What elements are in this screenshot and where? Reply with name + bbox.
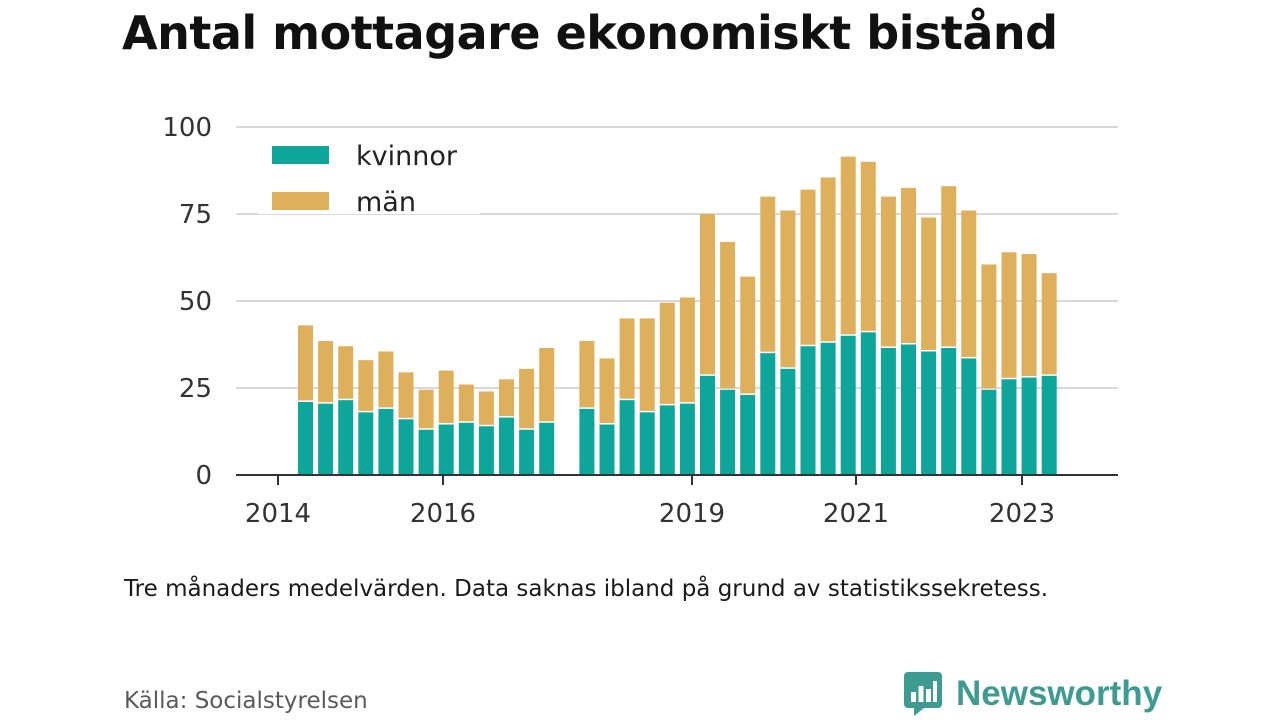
bar-kvinnor (700, 375, 715, 475)
bar-man (840, 156, 856, 335)
bar-man (901, 187, 916, 343)
bar-kvinnor (318, 403, 334, 475)
bar-kvinnor (599, 424, 615, 475)
x-tick-label: 2016 (410, 499, 476, 529)
bar-kvinnor (438, 424, 454, 475)
bar-man (499, 379, 514, 417)
bar-man (860, 161, 876, 331)
bar-man (338, 346, 354, 399)
bar-kvinnor (398, 419, 414, 475)
bar-man (780, 210, 796, 368)
bar-kvinnor (478, 426, 494, 475)
bar-kvinnor (418, 429, 434, 475)
bar-kvinnor (1021, 377, 1037, 475)
bar-kvinnor (880, 347, 896, 475)
legend-label: kvinnor (356, 141, 458, 172)
bar-kvinnor (619, 400, 635, 475)
bar-man (519, 368, 535, 429)
bar-man (740, 276, 756, 394)
bar-kvinnor (840, 335, 856, 475)
bar-man (539, 347, 555, 422)
bar-kvinnor (961, 358, 977, 475)
bar-man (298, 325, 313, 401)
legend-swatch (272, 146, 329, 164)
bar-kvinnor (800, 346, 816, 475)
bar-kvinnor (860, 332, 876, 475)
y-tick-label: 0 (195, 461, 212, 491)
x-tick-label: 2019 (659, 499, 725, 529)
bar-kvinnor (338, 400, 354, 475)
legend-swatch (272, 192, 329, 210)
bar-kvinnor (941, 347, 957, 475)
y-tick-label: 50 (179, 287, 212, 317)
legend-label: män (356, 187, 416, 218)
axes: 0 25 50 75 100 2014 2016 2019 2021 2023 (162, 113, 1118, 529)
bar-kvinnor (659, 405, 675, 475)
bar-kvinnor (639, 412, 655, 475)
y-tick-label: 100 (162, 113, 212, 143)
bar-man (458, 384, 474, 422)
bar-kvinnor (740, 394, 756, 475)
bar-kvinnor (1041, 375, 1057, 475)
bar-man (398, 372, 414, 418)
bar-man (941, 186, 957, 347)
chart-note: Tre månaders medelvärden. Data saknas ib… (124, 576, 1049, 602)
bar-man (418, 389, 434, 429)
bar-man (599, 358, 615, 424)
bar-man (639, 318, 655, 411)
bar-man (438, 370, 454, 424)
bar-man (619, 318, 635, 399)
y-tick-label: 75 (179, 200, 212, 230)
bar-kvinnor (539, 422, 555, 475)
bar-man (659, 302, 675, 404)
legend: kvinnor män (258, 140, 480, 218)
bar-kvinnor (579, 408, 595, 475)
bar-man (378, 351, 394, 408)
bar-kvinnor (458, 422, 474, 475)
bar-man (981, 264, 997, 389)
x-tick-label: 2021 (823, 499, 889, 529)
chart-title: Antal mottagare ekonomiskt bistånd (122, 6, 1058, 60)
bar-man (579, 341, 595, 408)
y-tick-label: 25 (179, 374, 212, 404)
bar-man (1041, 273, 1057, 375)
bar-man (700, 214, 715, 375)
bar-man (679, 297, 695, 403)
x-tick-label: 2014 (245, 499, 311, 529)
bar-kvinnor (378, 408, 394, 475)
bar-kvinnor (679, 403, 695, 475)
bar-man (921, 217, 937, 350)
bar-kvinnor (1001, 379, 1017, 475)
bar-man (720, 241, 736, 389)
bar-kvinnor (820, 342, 836, 475)
x-tick-label: 2023 (989, 499, 1055, 529)
bar-kvinnor (901, 344, 916, 475)
bar-kvinnor (780, 368, 796, 475)
newsworthy-logo-icon (904, 672, 942, 716)
bar-man (760, 196, 776, 352)
bar-kvinnor (358, 412, 374, 475)
brand-name: Newsworthy (956, 674, 1163, 713)
bar-kvinnor (720, 389, 736, 475)
bar-kvinnor (298, 401, 313, 475)
bar-man (820, 177, 836, 342)
bar-kvinnor (499, 417, 514, 475)
source-credit: Källa: Socialstyrelsen (124, 688, 368, 714)
bar-kvinnor (519, 429, 535, 475)
brand-logo[interactable]: Newsworthy (902, 670, 1162, 718)
bar-man (1001, 252, 1017, 378)
bar-man (961, 210, 977, 357)
bars (298, 156, 1057, 475)
bar-man (880, 196, 896, 347)
bar-kvinnor (921, 351, 937, 475)
bar-kvinnor (760, 353, 776, 475)
bar-man (318, 341, 334, 403)
bar-man (478, 391, 494, 425)
bar-kvinnor (981, 389, 997, 475)
bar-man (358, 360, 374, 411)
bar-man (800, 189, 816, 345)
bar-man (1021, 254, 1037, 377)
